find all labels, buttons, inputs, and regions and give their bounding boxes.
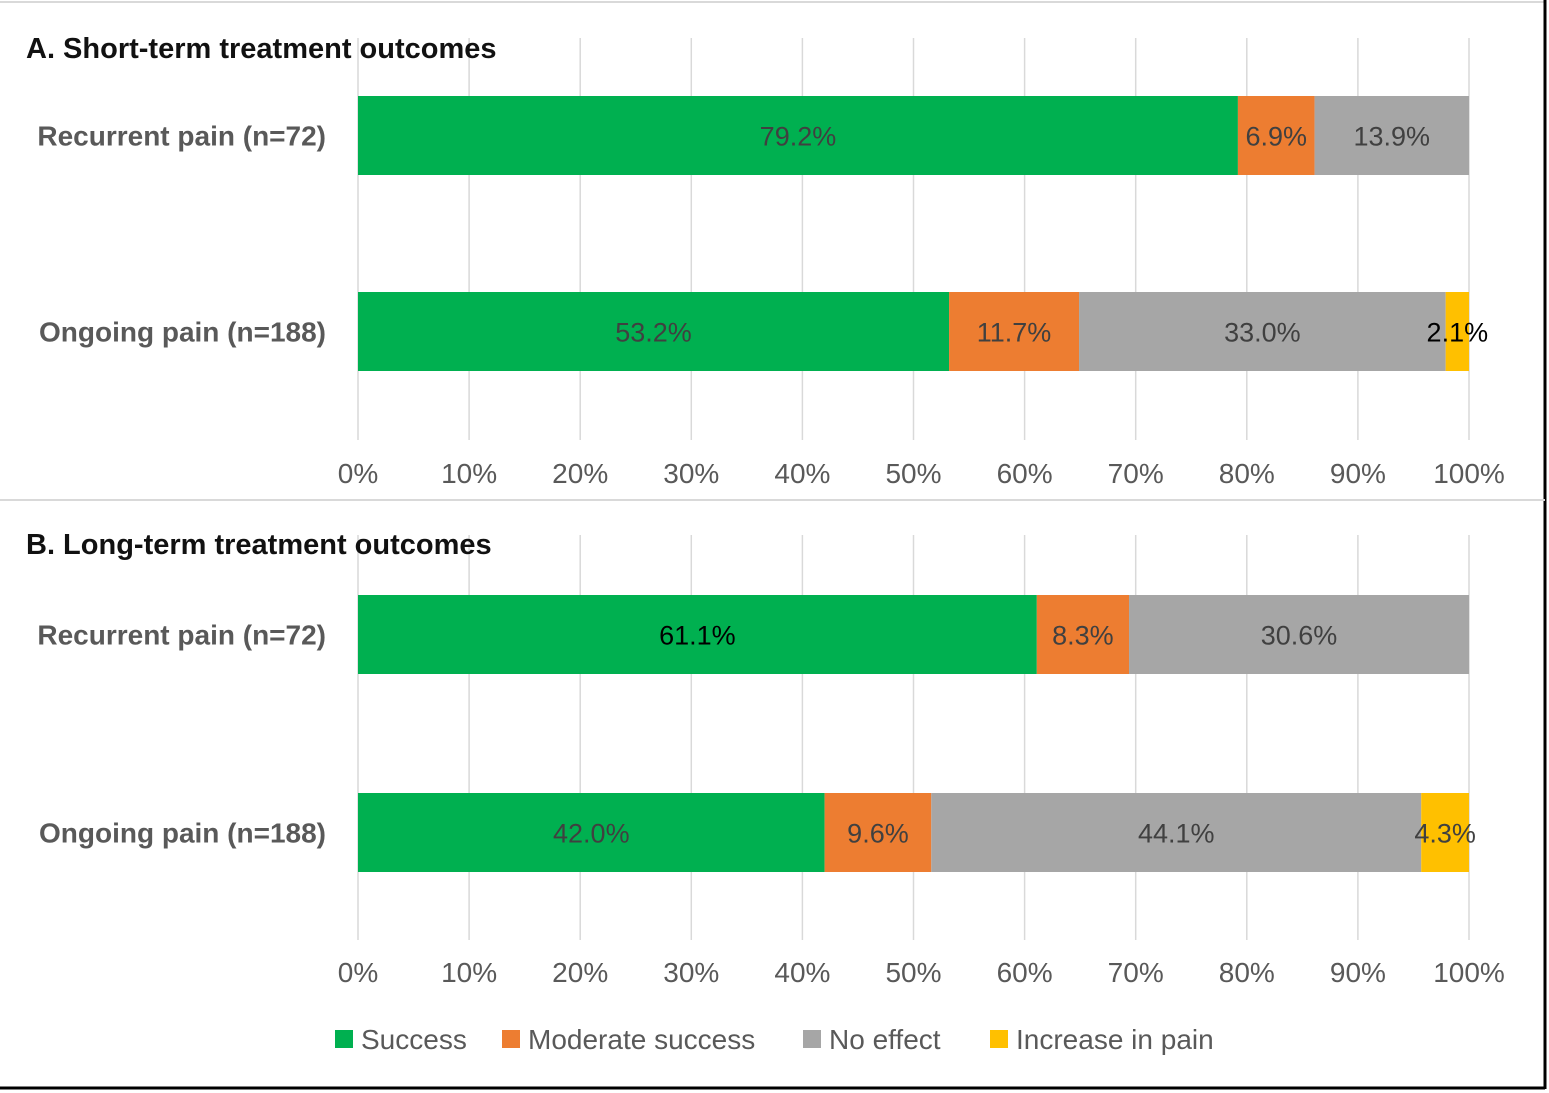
- bar-segment-no-effect: [1314, 96, 1469, 175]
- x-tick-label: 40%: [774, 458, 830, 489]
- legend-swatch: [502, 1030, 520, 1048]
- bar-segment-success: [358, 595, 1037, 674]
- x-tick-label: 70%: [1108, 957, 1164, 988]
- legend-swatch: [990, 1030, 1008, 1048]
- bar-segment-success: [358, 96, 1238, 175]
- data-label: 42.0%: [553, 819, 630, 849]
- panel-short-term-bars: 79.2% 6.9% 13.9% 53.2% 11.7% 33.0% 2.1%: [358, 96, 1488, 371]
- panel-short-term-title: A. Short-term treatment outcomes: [26, 33, 497, 65]
- data-label: 30.6%: [1261, 621, 1338, 651]
- x-tick-label: 10%: [441, 957, 497, 988]
- category-label: Recurrent pain (n=72): [37, 121, 326, 152]
- x-tick-label: 100%: [1433, 458, 1505, 489]
- x-tick-label: 0%: [338, 458, 378, 489]
- bar-segment-moderate-success: [949, 292, 1080, 371]
- legend-label: Increase in pain: [1016, 1024, 1214, 1055]
- data-label: 79.2%: [760, 122, 837, 152]
- bar-segment-moderate-success: [1237, 96, 1315, 175]
- legend-label: Moderate success: [528, 1024, 755, 1055]
- panel-long-term-title: B. Long-term treatment outcomes: [26, 529, 492, 561]
- data-label: 9.6%: [847, 819, 909, 849]
- x-tick-label: 90%: [1330, 458, 1386, 489]
- category-label: Ongoing pain (n=188): [39, 818, 326, 849]
- x-tick-label: 30%: [663, 458, 719, 489]
- x-tick-label: 60%: [997, 957, 1053, 988]
- bar-segment-success: [358, 292, 950, 371]
- legend: Success Moderate success No effect Increase…: [335, 1024, 1214, 1055]
- panel-short-term-x-ticks: 0% 10% 20% 30% 40% 50% 60% 70% 80% 90% 100%: [338, 458, 1505, 489]
- x-tick-label: 80%: [1219, 458, 1275, 489]
- data-label: 13.9%: [1354, 122, 1431, 152]
- bar-segment-moderate-success: [824, 793, 932, 872]
- data-label: 61.1%: [659, 621, 736, 651]
- data-label: 6.9%: [1245, 122, 1307, 152]
- data-label: 11.7%: [977, 318, 1052, 348]
- panel-long-term-categories: Recurrent pain (n=72) Ongoing pain (n=188…: [37, 620, 326, 849]
- data-label: 2.1%: [1427, 318, 1489, 348]
- x-tick-label: 10%: [441, 458, 497, 489]
- data-label: 33.0%: [1224, 318, 1301, 348]
- x-tick-label: 20%: [552, 957, 608, 988]
- panel-short-term: A. Short-term treatment outcomes Recurre…: [26, 33, 1505, 489]
- bar-segment-no-effect: [1129, 595, 1469, 674]
- bar-segment-increase-in-pain: [1445, 292, 1469, 371]
- bar-segment-increase-in-pain: [1421, 793, 1469, 872]
- panel-long-term-bars: 61.1% 8.3% 30.6% 42.0% 9.6% 44.1% 4.3%: [358, 595, 1476, 872]
- x-tick-label: 40%: [774, 957, 830, 988]
- legend-swatch: [803, 1030, 821, 1048]
- x-tick-label: 100%: [1433, 957, 1505, 988]
- bar-segment-moderate-success: [1036, 595, 1130, 674]
- data-label: 44.1%: [1138, 819, 1215, 849]
- x-tick-label: 50%: [885, 957, 941, 988]
- panel-short-term-categories: Recurrent pain (n=72) Ongoing pain (n=188…: [37, 121, 326, 348]
- x-tick-label: 50%: [885, 458, 941, 489]
- legend-label: Success: [361, 1024, 467, 1055]
- legend-swatch: [335, 1030, 353, 1048]
- data-label: 53.2%: [615, 318, 692, 348]
- x-tick-label: 60%: [997, 458, 1053, 489]
- data-label: 4.3%: [1414, 819, 1476, 849]
- x-tick-label: 20%: [552, 458, 608, 489]
- category-label: Recurrent pain (n=72): [37, 620, 326, 651]
- panel-long-term-x-ticks: 0% 10% 20% 30% 40% 50% 60% 70% 80% 90% 100%: [338, 957, 1505, 988]
- category-label: Ongoing pain (n=188): [39, 317, 326, 348]
- bar-segment-success: [358, 793, 825, 872]
- x-tick-label: 70%: [1108, 458, 1164, 489]
- legend-label: No effect: [829, 1024, 941, 1055]
- x-tick-label: 80%: [1219, 957, 1275, 988]
- bar-segment-no-effect: [1079, 292, 1446, 371]
- x-tick-label: 0%: [338, 957, 378, 988]
- data-label: 8.3%: [1052, 621, 1114, 651]
- x-tick-label: 30%: [663, 957, 719, 988]
- x-tick-label: 90%: [1330, 957, 1386, 988]
- bar-segment-no-effect: [931, 793, 1422, 872]
- panel-long-term: B. Long-term treatment outcomes Recurren…: [26, 529, 1505, 988]
